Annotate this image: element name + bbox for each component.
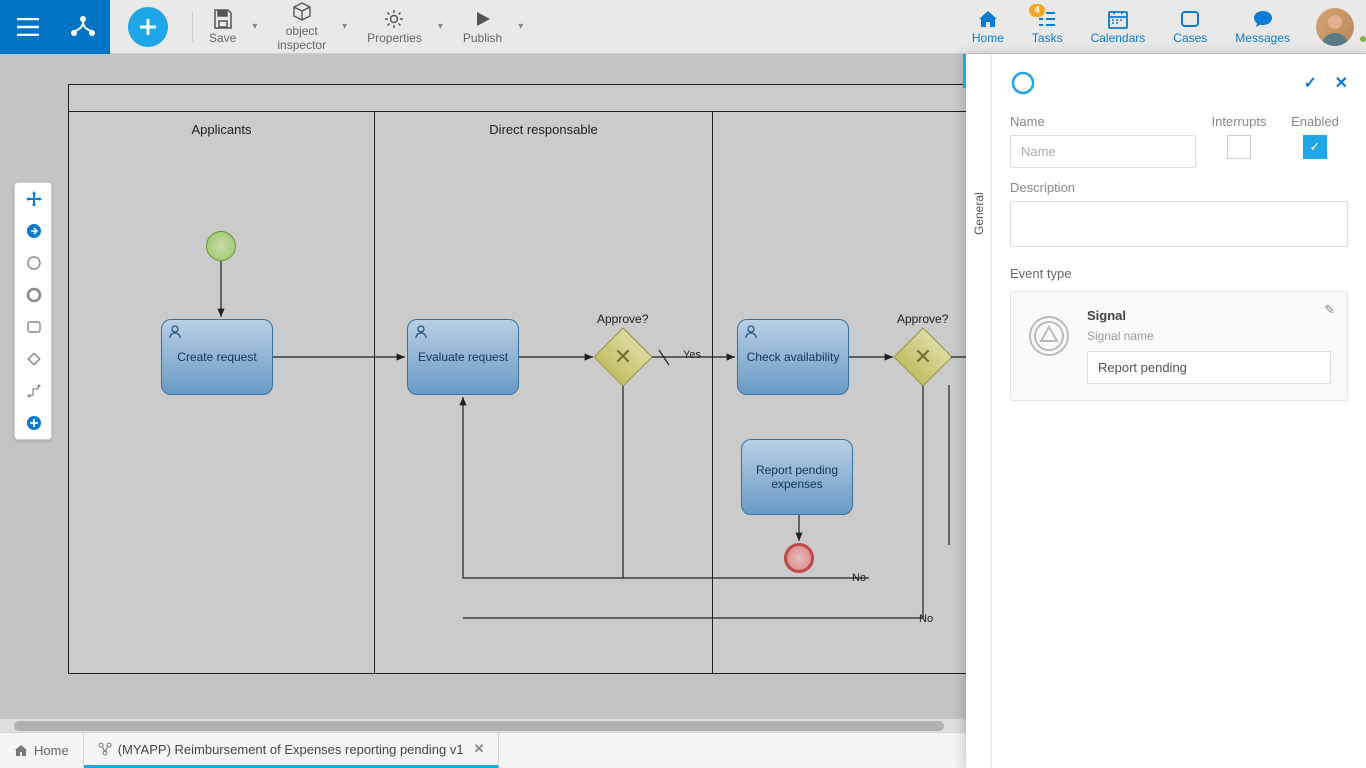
tool-move[interactable] <box>15 183 53 215</box>
description-label: Description <box>1010 180 1348 195</box>
event-circle-icon <box>1010 70 1036 96</box>
tab-close[interactable]: ✕ <box>474 741 485 757</box>
tab-home[interactable]: Home <box>0 733 84 768</box>
save-button[interactable]: Save <box>199 8 246 45</box>
diagram-icon <box>98 742 112 756</box>
diamond-icon <box>26 351 42 367</box>
tab-home-label: Home <box>34 743 69 758</box>
description-input[interactable] <box>1010 201 1348 247</box>
separator <box>192 12 193 42</box>
tab-document-label: (MYAPP) Reimbursement of Expenses report… <box>118 742 464 757</box>
tool-circle-thin[interactable] <box>15 247 53 279</box>
event-type-label: Event type <box>1010 266 1348 281</box>
save-icon <box>212 8 234 30</box>
inspector-label: object inspector <box>277 25 326 51</box>
tool-arrow[interactable] <box>15 215 53 247</box>
nav-home[interactable]: Home <box>958 0 1018 54</box>
properties-button[interactable]: Properties <box>357 8 432 45</box>
bottom-tabs: Home (MYAPP) Reimbursement of Expenses r… <box>0 732 966 768</box>
tool-rect[interactable] <box>15 311 53 343</box>
interrupts-label: Interrupts <box>1206 114 1272 129</box>
properties-label: Properties <box>367 32 422 45</box>
nav-cases[interactable]: Cases <box>1159 0 1221 54</box>
nav-calendars[interactable]: Calendars <box>1077 0 1160 54</box>
tasks-badge: 4 <box>1029 4 1045 17</box>
logo <box>55 0 110 54</box>
save-label: Save <box>209 32 236 45</box>
interrupts-checkbox[interactable] <box>1227 135 1251 159</box>
panel-tabs: General <box>966 54 992 768</box>
scrollbar-thumb[interactable] <box>14 721 944 731</box>
arrow-icon <box>26 223 42 239</box>
publish-button[interactable]: Publish <box>453 8 512 45</box>
connector-icon <box>26 383 42 399</box>
panel-confirm[interactable]: ✓ <box>1304 75 1317 92</box>
panel-tab-indicator <box>963 54 966 88</box>
add-button[interactable] <box>128 7 168 47</box>
shape-toolbar <box>14 182 52 440</box>
nav-tasks[interactable]: 4 Tasks <box>1018 0 1077 54</box>
event-subtitle: Signal name <box>1087 329 1331 343</box>
move-icon <box>26 191 42 207</box>
signal-icon <box>1027 314 1071 358</box>
gear-icon <box>383 8 405 30</box>
nav-messages[interactable]: Messages <box>1221 0 1304 54</box>
calendar-icon <box>1107 9 1129 29</box>
home-icon <box>14 744 28 758</box>
enabled-label: Enabled <box>1282 114 1348 129</box>
nav-messages-label: Messages <box>1235 31 1290 45</box>
nav-right: Home 4 Tasks Calendars Cases Messages <box>958 0 1366 54</box>
tool-connector[interactable] <box>15 375 53 407</box>
save-dropdown[interactable]: ▾ <box>252 21 257 32</box>
logo-icon <box>69 13 97 41</box>
inspector-dropdown[interactable]: ▾ <box>342 21 347 32</box>
edit-event-button[interactable]: ✎ <box>1324 302 1335 318</box>
plus-circle-icon <box>26 415 42 431</box>
enabled-checkbox[interactable]: ✓ <box>1303 135 1327 159</box>
panel-body: ✓ ✕ Name Interrupts Enabled ✓ Descriptio… <box>992 54 1366 768</box>
topbar: Save ▾ object inspector ▾ Properties ▾ P… <box>0 0 1366 54</box>
play-icon <box>473 9 493 29</box>
tool-diamond[interactable] <box>15 343 53 375</box>
avatar-icon <box>1316 8 1354 46</box>
publish-label: Publish <box>463 32 502 45</box>
h-scrollbar[interactable] <box>0 718 966 732</box>
circle-thick-icon <box>26 287 42 303</box>
nav-home-label: Home <box>972 31 1004 45</box>
user-avatar[interactable] <box>1304 8 1366 46</box>
presence-dot <box>1358 34 1366 44</box>
properties-panel: General ✓ ✕ Name Interrupts Enabled ✓ D <box>966 54 1366 768</box>
circle-thin-icon <box>26 255 42 271</box>
panel-close[interactable]: ✕ <box>1335 75 1348 92</box>
cases-icon <box>1179 9 1201 29</box>
inspector-button[interactable]: object inspector <box>267 1 336 51</box>
publish-dropdown[interactable]: ▾ <box>518 21 523 32</box>
cube-icon <box>291 1 313 23</box>
tool-circle-thick[interactable] <box>15 279 53 311</box>
event-type-card: ✎ Signal Signal name <box>1010 291 1348 401</box>
nav-calendars-label: Calendars <box>1091 31 1146 45</box>
plus-icon <box>138 17 158 37</box>
rect-icon <box>26 319 42 335</box>
home-icon <box>977 9 999 29</box>
hamburger-icon <box>17 18 39 36</box>
panel-tab-general[interactable]: General <box>966 164 992 264</box>
nav-tasks-label: Tasks <box>1032 31 1063 45</box>
name-input[interactable] <box>1010 135 1196 168</box>
tab-document[interactable]: (MYAPP) Reimbursement of Expenses report… <box>84 733 500 768</box>
name-label: Name <box>1010 114 1196 129</box>
signal-name-input[interactable] <box>1087 351 1331 384</box>
event-title: Signal <box>1087 308 1331 323</box>
menu-button[interactable] <box>0 0 55 54</box>
properties-dropdown[interactable]: ▾ <box>438 21 443 32</box>
nav-cases-label: Cases <box>1173 31 1207 45</box>
chat-icon <box>1252 9 1274 29</box>
tool-add[interactable] <box>15 407 53 439</box>
